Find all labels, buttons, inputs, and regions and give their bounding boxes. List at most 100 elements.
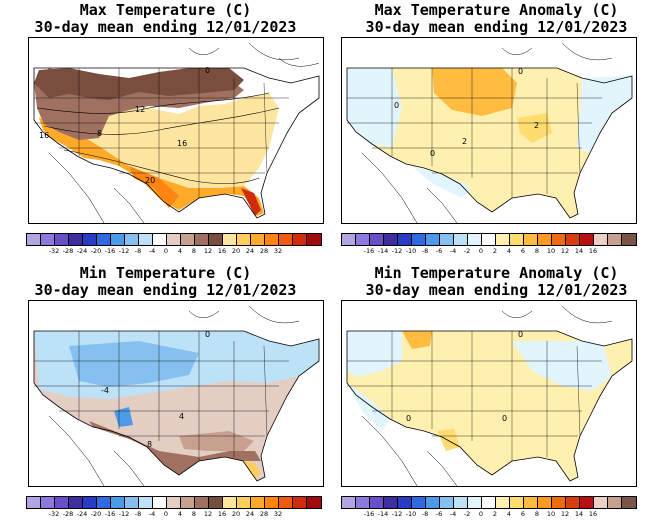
colorbar-tick-label: -32 [48, 510, 60, 518]
colorbar-swatch [594, 497, 608, 508]
contour-label: 0 [406, 414, 411, 423]
colorbar-swatch [524, 234, 538, 245]
colorbar-swatch [468, 497, 482, 508]
mexico-outline [48, 152, 145, 223]
map-region-north [34, 68, 244, 100]
colorbar-swatch [398, 497, 412, 508]
colorbar-tick-label: -8 [421, 247, 429, 255]
colorbar-swatch [265, 234, 279, 245]
colorbar-tick-label: 28 [259, 247, 269, 255]
colorbar-swatch [440, 234, 454, 245]
contour-label: 0 [502, 414, 507, 423]
colorbar-tick-label: -8 [421, 510, 429, 518]
colorbar-tick-label: 14 [574, 247, 584, 255]
colorbar [26, 496, 322, 509]
colorbar-swatch [27, 234, 41, 245]
map-max-temp-anomaly: 0 0 2 2 0 [341, 37, 637, 224]
colorbar-tick-label: 4 [177, 247, 183, 255]
colorbar-tick-label: 0 [478, 510, 484, 518]
colorbar-swatch [55, 234, 69, 245]
colorbar-swatch [97, 234, 111, 245]
colorbar-tick-label: 20 [231, 510, 241, 518]
colorbar-swatch [237, 234, 251, 245]
colorbar-swatch [608, 234, 622, 245]
panel-max-temp-anomaly: Max Temperature Anomaly (C) 30-day mean … [331, 0, 662, 263]
colorbar-swatch [566, 234, 580, 245]
colorbar [341, 496, 637, 509]
map-region-south [412, 166, 472, 198]
contour-label: 0 [430, 149, 435, 158]
map-region-east [577, 76, 632, 153]
colorbar-swatch [41, 497, 55, 508]
colorbar-swatch [279, 497, 293, 508]
colorbar-swatch [384, 234, 398, 245]
colorbar-tick-label: -14 [377, 247, 389, 255]
colorbar-swatch [139, 234, 153, 245]
colorbar-swatch [195, 497, 209, 508]
colorbar-tick-label: 16 [217, 247, 227, 255]
contour-label: 0 [394, 101, 399, 110]
colorbar-tick-label: -12 [118, 510, 130, 518]
panel-max-temp: Max Temperature (C) 30-day mean ending 1… [0, 0, 331, 263]
colorbar-tick-label: -16 [104, 247, 116, 255]
colorbar-tick-label: 2 [492, 247, 498, 255]
colorbar-tick-label: -32 [48, 247, 60, 255]
panel-title: Max Temperature (C) [79, 1, 252, 19]
colorbar-swatch [55, 497, 69, 508]
colorbar-tick-label: -2 [463, 510, 471, 518]
colorbar-tick-label: -4 [148, 510, 156, 518]
colorbar-tick-label: 32 [273, 510, 283, 518]
colorbar-swatch [510, 234, 524, 245]
colorbar-tick-label: 4 [506, 247, 512, 255]
colorbar-tick-label: 0 [478, 247, 484, 255]
colorbar-tick-label: 8 [191, 510, 197, 518]
colorbar-tick-label: 4 [177, 510, 183, 518]
colorbar-tick-label: -10 [405, 247, 417, 255]
colorbar-swatch [209, 234, 223, 245]
us-outline [33, 67, 320, 219]
colorbar-swatch [153, 234, 167, 245]
map-region-texas [129, 166, 179, 208]
map-region-south [39, 118, 264, 216]
colorbar-swatch [454, 234, 468, 245]
map-min-temp-anomaly: 0 0 0 [341, 300, 637, 487]
colorbar-tick-label: 6 [520, 510, 526, 518]
colorbar-swatch [69, 234, 83, 245]
colorbar-swatch [167, 234, 181, 245]
colorbar-swatch [622, 234, 636, 245]
contour-label: 8 [147, 440, 152, 449]
colorbar-tick-label: 2 [492, 510, 498, 518]
colorbar-swatch [265, 497, 279, 508]
contour-label: 0 [205, 66, 210, 75]
map-region-florida [241, 188, 261, 216]
colorbar-swatch [482, 497, 496, 508]
colorbar-swatch [125, 497, 139, 508]
colorbar-swatch [538, 497, 552, 508]
colorbar-swatch [153, 497, 167, 508]
colorbar [26, 233, 322, 246]
colorbar-swatch [223, 497, 237, 508]
panel-title: Min Temperature (C) [79, 264, 252, 282]
colorbar-swatch [370, 234, 384, 245]
colorbar-swatch [307, 497, 321, 508]
map-max-temp: 16 8 12 16 20 0 [28, 37, 324, 224]
colorbar-tick-label: 16 [217, 510, 227, 518]
colorbar-tick-label: 8 [191, 247, 197, 255]
colorbar-tick-label: 12 [560, 510, 570, 518]
colorbar-tick-label: 8 [534, 510, 540, 518]
colorbar-swatch [279, 234, 293, 245]
colorbar-swatch [398, 234, 412, 245]
contour-label: 2 [534, 121, 539, 130]
colorbar-swatch [223, 234, 237, 245]
colorbar-swatch [195, 234, 209, 245]
colorbar-tick-label: -8 [134, 247, 142, 255]
colorbar-swatch [496, 497, 510, 508]
colorbar-ticks: -32 -28 -24 -20 -16 -12 -8 -4 0 4 8 12 16 20 24 28 32 [26, 247, 326, 257]
colorbar-swatch [594, 234, 608, 245]
colorbar-swatch [412, 234, 426, 245]
colorbar-tick-label: 4 [506, 510, 512, 518]
contour-label: 0 [205, 330, 210, 339]
colorbar-tick-label: -28 [62, 510, 74, 518]
colorbar-tick-label: 12 [203, 510, 213, 518]
colorbar-swatch [251, 234, 265, 245]
